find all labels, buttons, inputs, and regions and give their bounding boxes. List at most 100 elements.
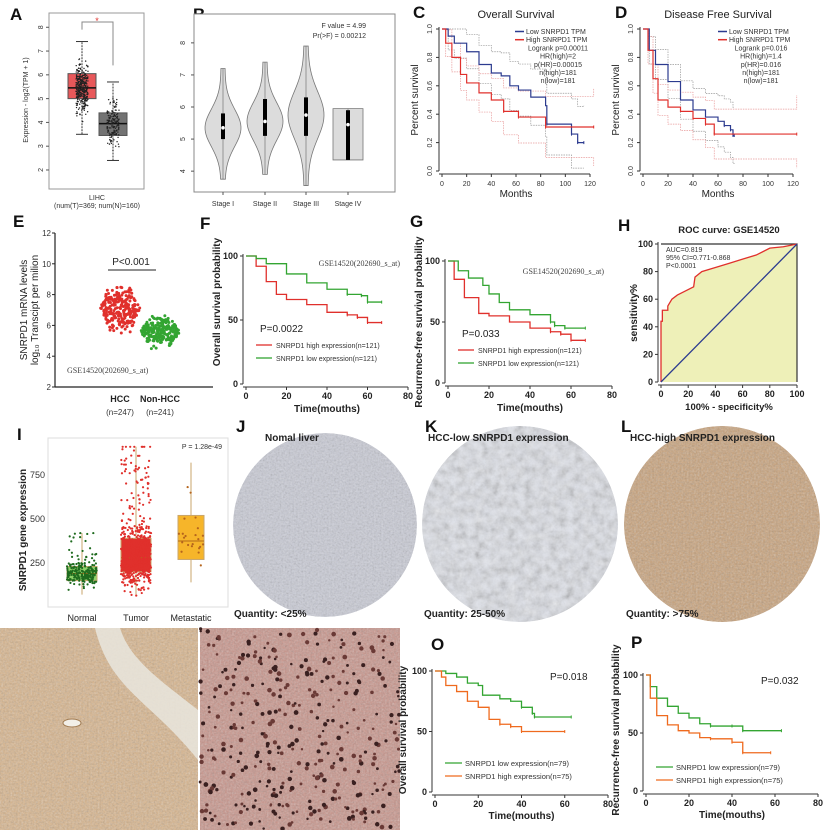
cell-nucleus: [375, 788, 379, 792]
x-tick-label: 20: [473, 799, 483, 809]
data-point: [130, 557, 133, 560]
data-point: [76, 115, 78, 117]
data-point: [78, 70, 81, 72]
data-point: [81, 109, 83, 111]
cell-nucleus: [391, 779, 395, 784]
data-point: [125, 555, 128, 558]
data-point: [134, 574, 138, 578]
data-point: [136, 576, 140, 580]
data-point: [130, 295, 134, 299]
cell-nucleus: [371, 667, 376, 672]
data-point: [123, 327, 127, 331]
data-point: [112, 125, 115, 127]
cell-nucleus: [213, 695, 216, 699]
data-point: [79, 90, 81, 92]
data-point: [69, 570, 72, 573]
data-point: [83, 561, 86, 565]
confidence-band: [643, 28, 735, 164]
data-point: [86, 573, 89, 576]
cell-nucleus: [231, 772, 236, 777]
data-point: [75, 573, 78, 576]
y-tick-label: 8: [38, 25, 45, 29]
cell-nucleus: [309, 672, 314, 676]
x-tick-label: 80: [739, 181, 747, 188]
chart-title: Disease Free Survival: [664, 9, 772, 21]
legend-entry: n(high)=181: [539, 70, 577, 77]
data-point: [145, 339, 149, 343]
data-point: [66, 578, 69, 581]
data-point: [148, 501, 151, 504]
cell-nucleus: [243, 765, 249, 770]
confidence-band: [643, 28, 798, 169]
panel-letter: J: [236, 417, 245, 436]
data-point: [75, 566, 78, 569]
ihc-title: Nomal liver: [265, 433, 319, 444]
data-point: [149, 545, 152, 548]
cell-nucleus: [241, 652, 246, 657]
data-point: [107, 142, 109, 144]
cell-nucleus: [287, 822, 292, 827]
x-tick-label: 80: [607, 390, 617, 400]
y-tick-label: 0.2: [427, 138, 434, 148]
data-point: [81, 85, 83, 87]
cell-nucleus: [208, 811, 212, 815]
cell-nucleus: [208, 789, 213, 795]
cell-nucleus: [201, 668, 205, 671]
data-point: [131, 306, 135, 310]
x-tick-label: 20: [281, 391, 291, 401]
ihc-core-k: [422, 426, 618, 622]
data-point: [120, 519, 124, 522]
data-point: [163, 314, 167, 318]
cell-nucleus: [229, 744, 233, 749]
data-point: [142, 588, 146, 591]
cell-nucleus: [314, 627, 320, 633]
y-tick-label: 50: [628, 728, 638, 738]
y-tick-label: 4: [47, 352, 52, 361]
data-point: [109, 123, 112, 125]
cell-nucleus: [329, 764, 335, 770]
data-point: [146, 487, 149, 490]
data-point: [144, 561, 147, 564]
data-point: [124, 463, 127, 466]
data-point: [76, 83, 79, 85]
data-point: [133, 309, 137, 313]
x-tick-label: 20: [664, 181, 672, 188]
y-tick-label: 6: [47, 321, 52, 330]
data-point: [163, 325, 167, 329]
data-point: [76, 79, 78, 82]
cell-nucleus: [312, 690, 317, 695]
data-point: [123, 583, 127, 587]
p-value: P=0.018: [550, 672, 588, 683]
cell-nucleus: [357, 680, 362, 685]
data-point: [110, 312, 114, 316]
cell-nucleus: [201, 734, 205, 738]
data-point: [122, 565, 125, 568]
data-point: [83, 571, 87, 574]
data-point: [160, 321, 164, 325]
data-point: [111, 135, 113, 137]
data-point: [108, 328, 112, 332]
data-point: [108, 116, 110, 119]
data-point: [132, 320, 136, 324]
survival-curve: [643, 28, 735, 137]
p-value: P = 1.28e-49: [182, 444, 222, 451]
cell-nucleus: [328, 820, 332, 824]
data-point: [91, 553, 94, 556]
data-point: [147, 482, 150, 485]
data-point: [133, 556, 136, 559]
cell-nucleus: [246, 791, 252, 796]
data-point: [93, 574, 96, 577]
cell-nucleus: [332, 705, 335, 708]
data-point: [108, 111, 110, 113]
x-tick-label: Metastatic: [170, 613, 212, 623]
y-tick-label: 0.4: [628, 109, 635, 119]
data-point: [80, 79, 83, 81]
cell-nucleus: [351, 810, 355, 814]
data-point: [91, 563, 94, 567]
data-point: [132, 298, 136, 302]
cell-nucleus: [304, 766, 309, 771]
x-axis-label: Time(mouths): [294, 404, 360, 415]
cell-nucleus: [236, 759, 240, 764]
roc-annotation: AUC=0.819: [666, 247, 702, 254]
data-point: [69, 581, 72, 585]
